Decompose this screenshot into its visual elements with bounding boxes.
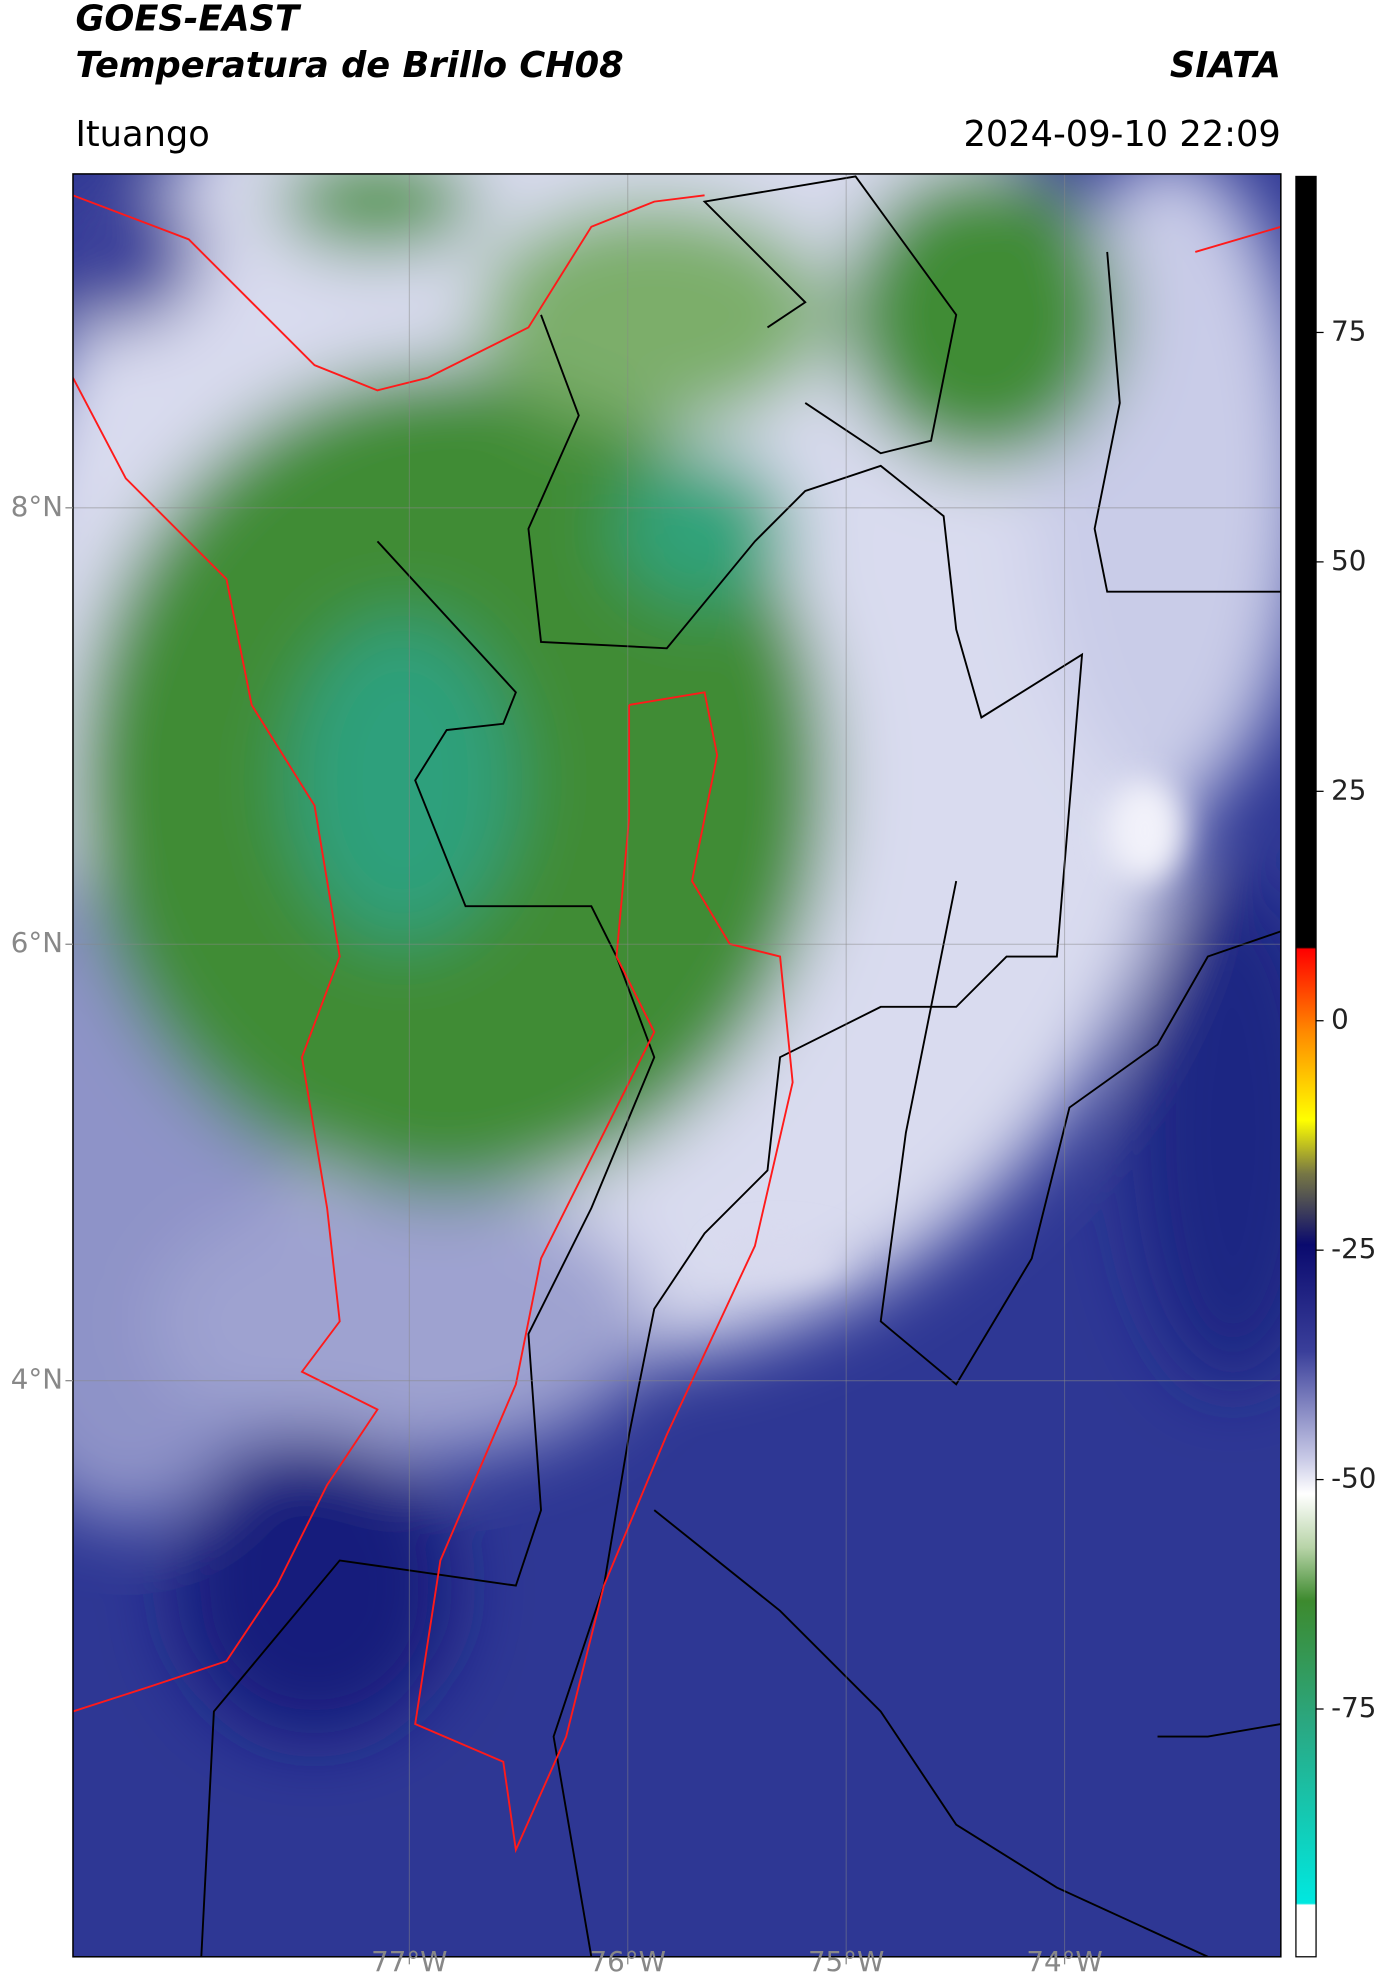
colorbar-tick-label: 50 [1331,544,1366,577]
x-tick-label: 74°W [1026,1945,1102,1978]
subtitle: Temperatura de Brillo CH08 [75,45,623,86]
colorbar-tick-label: 0 [1331,1003,1349,1036]
colorbar-tick-label: -25 [1331,1232,1376,1265]
borders [200,175,1281,1957]
colorbar-tick-label: -75 [1331,1691,1376,1724]
datetime: 2024-09-10 22:09 [963,114,1280,155]
colorbar-tick-label: 25 [1331,773,1366,806]
credit: SIATA [1170,45,1281,86]
title: GOES-EAST [75,0,302,39]
y-tick-label: 8°N [11,490,63,523]
grid [72,173,1281,1957]
colorbar-tick-label: -50 [1331,1462,1376,1495]
x-tick-label: 77°W [371,1945,447,1978]
x-tick-label: 75°W [808,1945,884,1978]
x-tick-label: 76°W [590,1945,666,1978]
colorbar-tick-label: 75 [1331,314,1366,347]
y-tick-label: 4°N [11,1363,63,1396]
map-frame [72,173,1282,1958]
colorbar [1295,175,1317,1958]
y-tick-label: 6°N [11,926,63,959]
location: Ituango [75,114,209,155]
satellite-image [72,173,1281,1957]
coastline [72,194,1281,1854]
